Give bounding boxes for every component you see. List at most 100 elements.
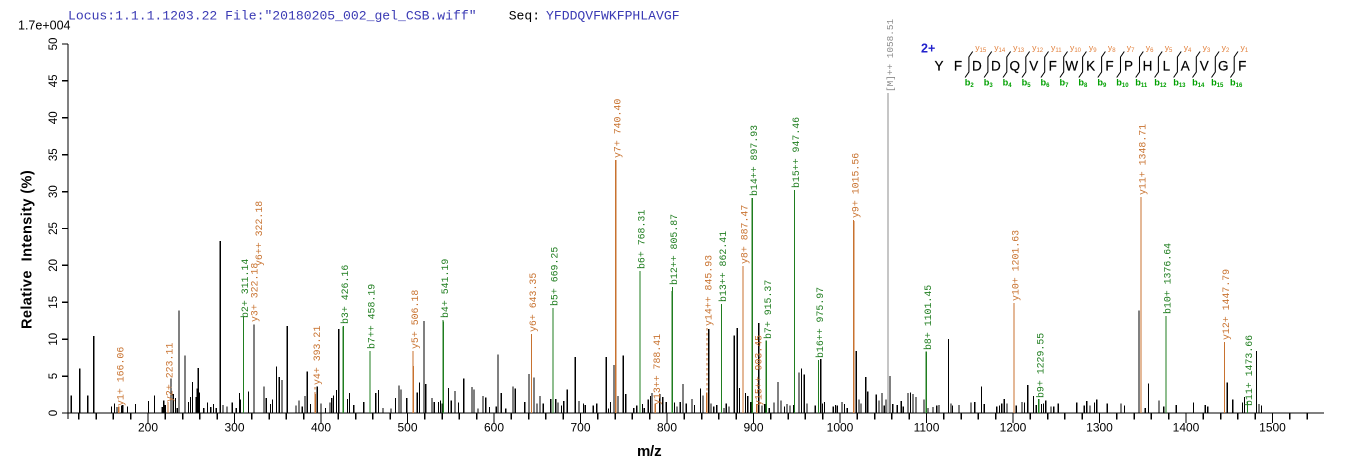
svg-text:b8+ 1101.45: b8+ 1101.45 [923,285,934,350]
svg-text:Relative Intensity (%): Relative Intensity (%) [20,170,36,329]
svg-text:y11: y11 [1051,43,1062,55]
svg-text:15: 15 [48,296,60,309]
svg-text:y7: y7 [1127,43,1135,55]
svg-text:b4+ 541.19: b4+ 541.19 [440,259,451,318]
svg-text:b14: b14 [1192,78,1205,90]
svg-text:y5+ 506.18: y5+ 506.18 [410,290,421,349]
svg-text:y14: y14 [994,43,1006,55]
svg-text:y6+ 643.35: y6+ 643.35 [528,273,539,332]
svg-text:y2+ 223.11: y2+ 223.11 [165,343,176,402]
svg-text:25: 25 [48,222,60,235]
svg-text:y13: y13 [1013,43,1025,55]
svg-text:L: L [1163,59,1171,74]
svg-text:b3+ 426.16: b3+ 426.16 [340,265,351,324]
svg-text:b3: b3 [984,78,994,90]
svg-text:y12+ 1447.79: y12+ 1447.79 [1221,269,1232,340]
svg-text:K: K [1086,59,1095,74]
svg-text:W: W [1065,59,1078,74]
svg-text:F: F [1105,59,1113,74]
svg-text:D: D [972,59,982,74]
svg-text:b15++ 947.46: b15++ 947.46 [791,117,802,188]
svg-text:b6: b6 [1041,78,1051,90]
svg-text:40: 40 [48,111,60,124]
svg-text:D: D [991,59,1001,74]
svg-text:m: m [637,443,650,460]
svg-text:y3+ 322.18: y3+ 322.18 [250,263,261,322]
svg-text:Q: Q [1010,59,1021,74]
svg-text:b16: b16 [1230,78,1243,90]
svg-text:b6+ 768.31: b6+ 768.31 [637,210,648,269]
svg-text:10: 10 [48,333,60,346]
svg-text:b10+ 1376.64: b10+ 1376.64 [1163,243,1174,314]
svg-text:y9: y9 [1089,43,1097,55]
svg-text:y8: y8 [1108,43,1116,55]
svg-text:y15++ 903.45: y15++ 903.45 [753,335,764,406]
svg-text:y12: y12 [1032,43,1044,55]
svg-text:b5: b5 [1022,78,1032,90]
svg-text:2+: 2+ [921,42,935,56]
svg-text:1100: 1100 [914,421,940,435]
svg-text:y11+ 1348.71: y11+ 1348.71 [1138,124,1149,195]
svg-text:y13++ 788.41: y13++ 788.41 [652,334,663,405]
svg-text:y6++ 322.18: y6++ 322.18 [254,201,265,266]
svg-text:G: G [1218,59,1229,74]
svg-text:y4+ 393.21: y4+ 393.21 [312,326,323,385]
svg-text:900: 900 [743,421,763,435]
svg-text:1000: 1000 [827,421,854,435]
svg-text:600: 600 [484,421,504,435]
svg-text:5: 5 [48,373,60,379]
svg-text:300: 300 [224,421,244,435]
svg-text:b7+ 915.37: b7+ 915.37 [763,280,774,339]
svg-text:b2+ 311.14: b2+ 311.14 [240,259,251,318]
svg-text:200: 200 [138,421,158,435]
svg-text:y6: y6 [1146,43,1154,55]
svg-text:b2: b2 [965,78,975,90]
svg-text:b9+ 1229.55: b9+ 1229.55 [1036,333,1047,398]
svg-text:y15: y15 [975,43,987,55]
svg-text:y3: y3 [1203,43,1211,55]
svg-text:700: 700 [570,421,590,435]
svg-text:A: A [1181,59,1190,74]
svg-text:V: V [1029,59,1038,74]
svg-text:b11: b11 [1135,78,1148,90]
svg-text:Y: Y [934,59,943,74]
svg-text:0: 0 [48,410,60,416]
svg-text:b5+ 669.25: b5+ 669.25 [550,247,561,306]
svg-text:y2: y2 [1222,43,1230,55]
svg-text:F: F [1238,59,1246,74]
svg-text:[M]++ 1058.51: [M]++ 1058.51 [885,18,896,92]
svg-text:y10: y10 [1070,43,1082,55]
svg-text:YFDDQVFWKFPHLAVGF: YFDDQVFWKFPHLAVGF [546,9,680,24]
svg-text:V: V [1200,59,1209,74]
svg-text:1.7e+004: 1.7e+004 [18,19,71,33]
svg-text:b12: b12 [1154,78,1167,90]
svg-text:Seq:: Seq: [509,9,540,24]
svg-text:50: 50 [48,38,60,51]
svg-text:800: 800 [657,421,677,435]
svg-text:H: H [1143,59,1153,74]
svg-text:1500: 1500 [1259,421,1286,435]
svg-text:b13++ 862.41: b13++ 862.41 [718,231,729,302]
svg-text:y5: y5 [1165,43,1173,55]
svg-text:y10+ 1201.63: y10+ 1201.63 [1011,230,1022,301]
svg-text:45: 45 [48,75,60,88]
svg-text:y7+ 740.40: y7+ 740.40 [612,99,623,158]
svg-text:b8: b8 [1078,78,1088,90]
svg-text:b9: b9 [1097,78,1107,90]
svg-text:/z: /z [650,443,662,460]
svg-text:1400: 1400 [1173,421,1200,435]
svg-text:b14++ 897.93: b14++ 897.93 [749,125,760,196]
svg-text:y9+ 1015.56: y9+ 1015.56 [850,153,861,218]
svg-text:F: F [1049,59,1057,74]
svg-text:400: 400 [311,421,331,435]
svg-text:P: P [1124,59,1133,74]
svg-text:1300: 1300 [1086,421,1113,435]
svg-text:y1: y1 [1241,43,1249,55]
svg-text:500: 500 [397,421,417,435]
svg-text:b13: b13 [1173,78,1186,90]
svg-text:Locus:1.1.1.1203.22 File:"2018: Locus:1.1.1.1203.22 File:"20180205_002_g… [68,9,477,24]
svg-text:b16++ 975.97: b16++ 975.97 [815,287,826,358]
svg-text:30: 30 [48,185,60,198]
svg-text:b4: b4 [1003,78,1013,90]
svg-text:b7++ 458.19: b7++ 458.19 [367,284,378,349]
